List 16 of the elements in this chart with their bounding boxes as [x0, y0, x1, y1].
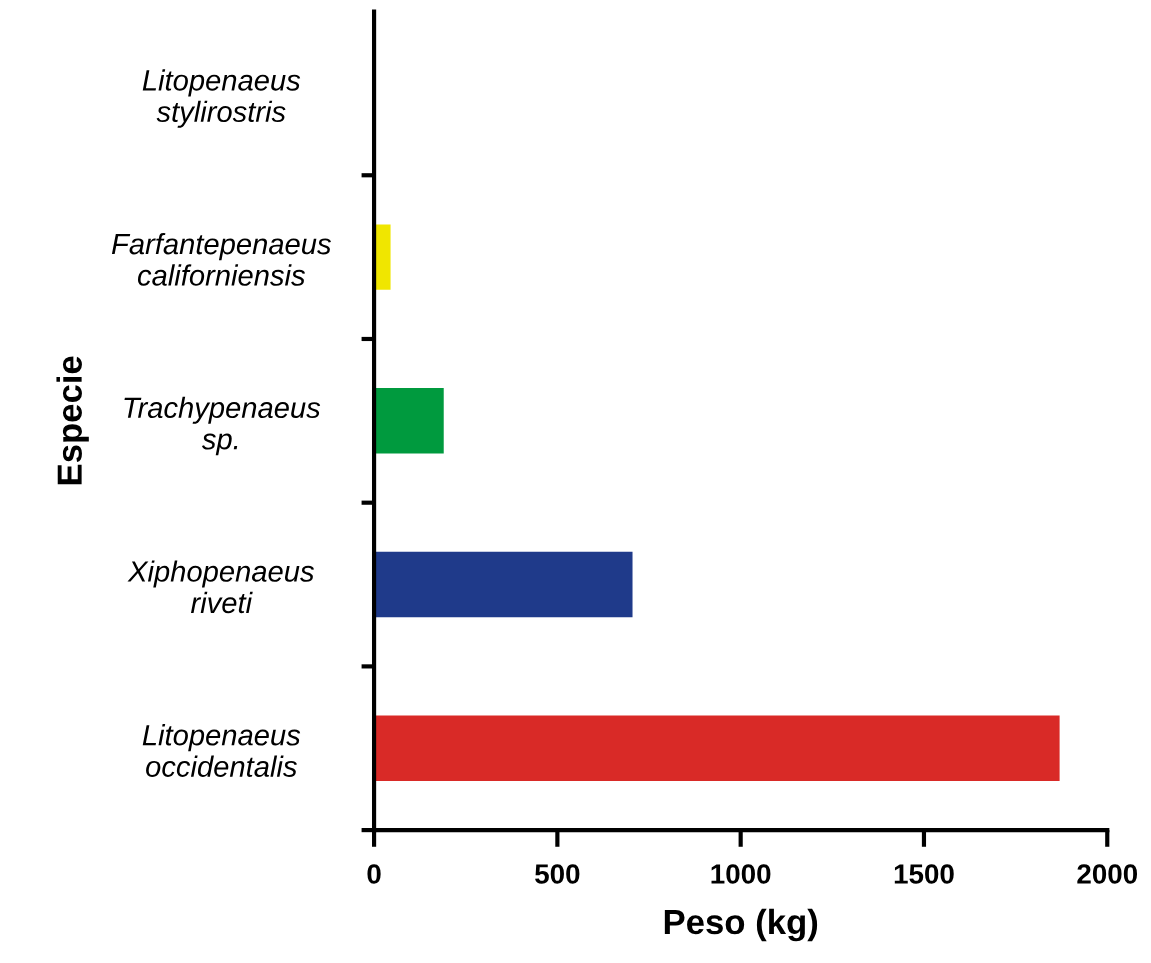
- x-tick-label: 2000: [1077, 864, 1138, 884]
- bar: [374, 388, 444, 454]
- x-tick-label: 500: [535, 864, 580, 884]
- x-tick-label: 0: [367, 864, 381, 884]
- x-axis-title: Peso (kg): [664, 908, 818, 942]
- y-tick-label: Farfantepenaeus californiensis: [111, 232, 331, 286]
- y-axis-title: Especie: [56, 356, 89, 485]
- y-tick-label: Litopenaeus occidentalis: [142, 724, 301, 777]
- y-tick-label: Xiphopenaeus riveti: [127, 560, 314, 614]
- y-tick-label: Litopenaeus stylirostris: [142, 69, 301, 128]
- x-tick-label: 1500: [894, 864, 954, 884]
- x-tick-label: 1000: [711, 864, 771, 884]
- bar: [374, 224, 391, 290]
- bar: [374, 715, 1060, 781]
- bar: [374, 551, 633, 618]
- y-tick-label: Trachypenaeus sp.: [124, 396, 321, 456]
